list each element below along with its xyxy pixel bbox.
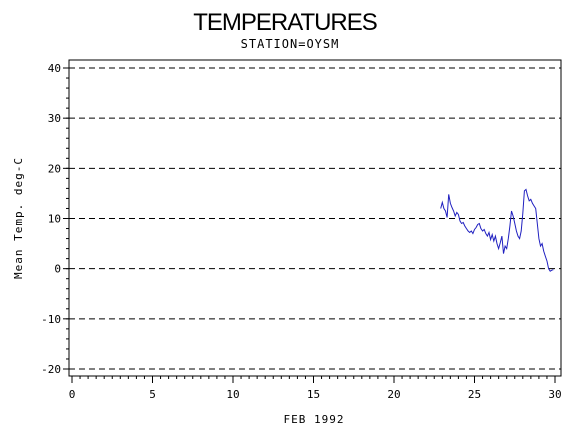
- y-tick-label: 20: [48, 162, 61, 175]
- data-series: [440, 188, 554, 272]
- y-tick-label: 30: [48, 112, 61, 125]
- series-line: [440, 188, 554, 272]
- y-tick-label: 10: [48, 213, 61, 226]
- x-axis-label: FEB 1992: [284, 413, 345, 426]
- y-axis-label: Mean Temp. deg-C: [12, 157, 25, 279]
- y-tick-label: 40: [48, 62, 61, 75]
- y-tick-label: -20: [41, 363, 61, 376]
- gridlines: [69, 67, 561, 370]
- x-tick-label: 15: [307, 388, 320, 401]
- x-tick-label: 5: [149, 388, 156, 401]
- axes: 40 30 20 10 0 -10 -20 0 5 10 15 20 25 30: [41, 59, 562, 401]
- x-tick-label: 30: [548, 388, 561, 401]
- x-tick-label: 10: [226, 388, 239, 401]
- y-tick-label: 0: [54, 263, 61, 276]
- chart-title: TEMPERATURES: [193, 9, 377, 36]
- x-tick-label: 20: [387, 388, 400, 401]
- chart-subtitle: STATION=OYSM: [241, 37, 340, 51]
- x-tick-label: 0: [69, 388, 76, 401]
- y-tick-label: -10: [41, 313, 61, 326]
- x-tick-label: 25: [468, 388, 481, 401]
